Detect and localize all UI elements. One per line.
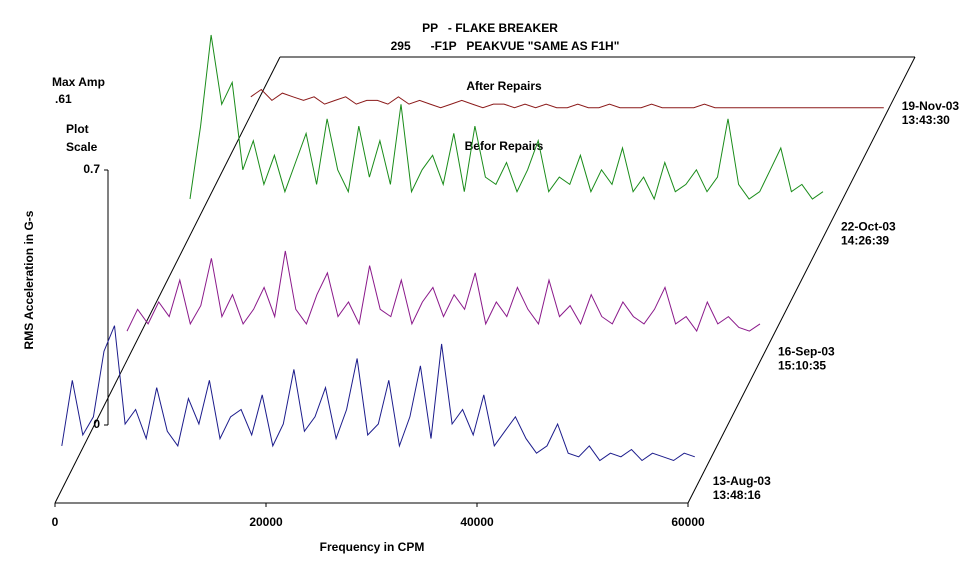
max-amp-value: .61 [55, 92, 72, 106]
annotation: Befor Repairs [465, 139, 544, 153]
spectrum-line [126, 250, 761, 333]
spectrum-line [189, 34, 824, 201]
spectrum-line [250, 88, 884, 109]
legend-date: 22-Oct-03 [841, 220, 896, 234]
depth-axis [54, 56, 281, 504]
legend-date: 19-Nov-03 [902, 99, 960, 113]
y-tick-label: 0 [93, 417, 100, 431]
legend-date: 13-Aug-03 [713, 474, 771, 488]
plot-scale-label: Scale [66, 140, 98, 154]
legend-time: 15:10:35 [778, 358, 826, 372]
x-axis-label: Frequency in CPM [320, 540, 425, 554]
annotation: After Repairs [466, 79, 542, 93]
max-amp-label: Max Amp [52, 75, 105, 89]
x-tick-label: 40000 [460, 515, 494, 529]
plot-scale-label: Plot [66, 122, 89, 136]
x-tick-label: 20000 [249, 515, 283, 529]
side-edge [687, 56, 916, 504]
x-tick-label: 0 [52, 515, 59, 529]
spectrum-line [61, 325, 695, 462]
chart-title: PP - FLAKE BREAKER [422, 21, 558, 35]
legend-time: 14:26:39 [841, 234, 889, 248]
legend-time: 13:43:30 [902, 113, 950, 127]
y-tick-label: 0.7 [83, 162, 100, 176]
x-tick-label: 60000 [671, 515, 705, 529]
y-axis-label: RMS Acceleration in G-s [22, 210, 36, 349]
legend-date: 16-Sep-03 [778, 344, 835, 358]
legend-time: 13:48:16 [713, 488, 761, 502]
chart-subtitle: 295 -F1P PEAKVUE "SAME AS F1H" [391, 39, 620, 53]
